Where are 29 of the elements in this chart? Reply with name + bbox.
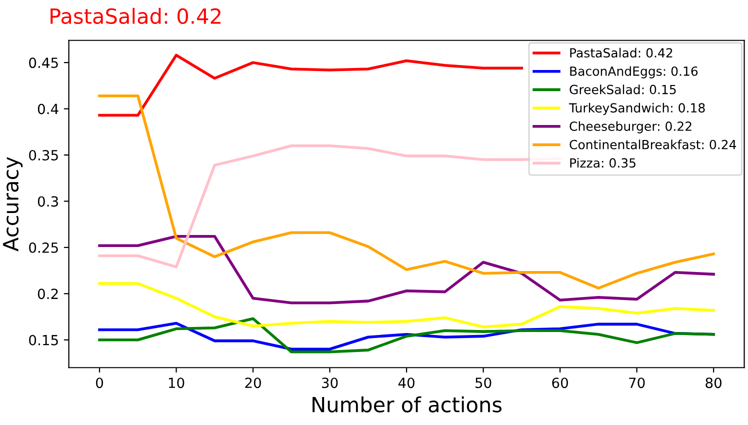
x-tick-label: 40 <box>398 378 414 388</box>
legend-label: BaconAndEggs: 0.16 <box>570 66 698 78</box>
x-tick-label: 80 <box>706 378 722 388</box>
y-tick-label: 0.45 <box>29 58 58 68</box>
line-series <box>98 234 715 304</box>
legend-label: Cheeseburger: 0.22 <box>570 121 692 134</box>
legend-label: PastaSalad: 0.42 <box>570 48 672 58</box>
x-tick-label: 30 <box>322 378 338 388</box>
y-tick-label: 0.4 <box>38 104 58 114</box>
line-series <box>98 282 715 328</box>
y-tick-label: 0.2 <box>38 288 58 300</box>
x-tick-label: 20 <box>245 378 261 388</box>
x-tick-label: 70 <box>629 378 645 388</box>
line-series <box>98 54 524 117</box>
x-tick-label: 0 <box>96 378 104 388</box>
y-tick-label: 0.3 <box>38 196 58 207</box>
y-axis-title: Accuracy <box>3 157 23 252</box>
y-tick-label: 0.35 <box>29 150 58 160</box>
x-tick-label: 50 <box>476 378 492 388</box>
legend-label: Pizza: 0.35 <box>570 158 636 168</box>
legend-label: GreekSalad: 0.15 <box>570 84 676 94</box>
x-axis-title: Number of actions <box>312 396 502 412</box>
chart-title: PastaSalad: 0.42 <box>50 8 220 24</box>
legend-label: TurkeySandwich: 0.18 <box>568 102 705 116</box>
y-tick-label: 0.15 <box>29 334 58 346</box>
x-tick-label: 60 <box>552 378 568 388</box>
legend-label: ContinentalBreakfast: 0.24 <box>570 140 736 150</box>
x-tick-label: 10 <box>168 378 184 388</box>
y-tick-label: 0.25 <box>29 242 58 253</box>
